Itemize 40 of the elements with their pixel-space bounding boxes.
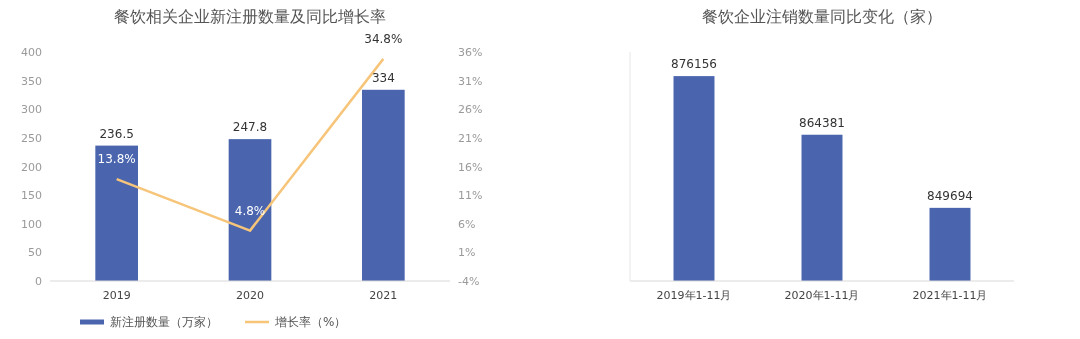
bar (362, 89, 405, 281)
data-label: 13.8% (97, 152, 136, 167)
y-tick-label: 300 (21, 103, 42, 117)
data-label: 864381 (799, 115, 845, 130)
bar (95, 145, 138, 281)
data-label: 236.5 (99, 126, 134, 141)
y2-tick-label: 36% (458, 46, 483, 59)
x-tick-label: 2021 (369, 289, 398, 302)
chart-title: 餐饮企业注销数量同比变化（家） (702, 7, 942, 26)
y-tick-label: 400 (21, 46, 42, 59)
y2-tick-label: 16% (458, 160, 483, 174)
y2-tick-label: 11% (458, 189, 483, 203)
x-tick-label: 2020年1-11月 (784, 289, 860, 302)
chart-title: 餐饮相关企业新注册数量及同比增长率 (114, 7, 386, 26)
data-label: 334 (371, 70, 395, 85)
y-tick-label: 350 (21, 74, 42, 88)
x-tick-label: 2019 (102, 289, 131, 302)
y2-tick-label: 6% (458, 217, 476, 231)
x-tick-label: 2019年1-11月 (656, 289, 732, 302)
y2-tick-label: 1% (458, 246, 476, 260)
y2-tick-label: -4% (458, 275, 480, 288)
data-label: 247.8 (232, 120, 268, 135)
y2-tick-label: 21% (458, 131, 483, 145)
y-tick-label: 250 (21, 131, 42, 145)
bar (228, 139, 272, 281)
y-tick-label: 50 (28, 246, 42, 260)
legend-label: 新注册数量（万家） (110, 315, 218, 329)
x-tick-label: 2020 (236, 289, 264, 302)
y2-tick-label: 26% (458, 103, 483, 117)
data-label: 849694 (927, 188, 973, 203)
y-tick-label: 100 (21, 217, 42, 231)
legend-label: 增长率（%） (274, 315, 347, 329)
y2-tick-label: 31% (458, 74, 483, 88)
data-label: 876156 (671, 57, 717, 72)
data-label: 4.8% (234, 203, 266, 218)
y-tick-label: 150 (21, 189, 42, 203)
x-tick-label: 2021年1-11月 (912, 289, 988, 302)
y-tick-label: 200 (21, 160, 42, 174)
data-label: 34.8% (364, 31, 403, 46)
y-tick-label: 0 (35, 275, 42, 288)
